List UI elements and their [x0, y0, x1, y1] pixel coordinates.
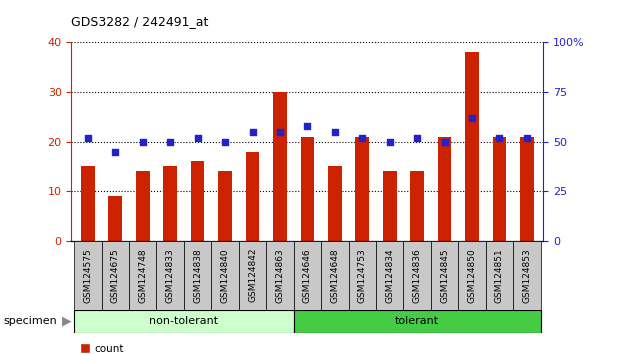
- Bar: [102, 241, 129, 310]
- Bar: [492, 137, 506, 241]
- Bar: [74, 241, 102, 310]
- Text: GSM124675: GSM124675: [111, 248, 120, 303]
- Bar: [239, 241, 266, 310]
- Point: [248, 129, 258, 135]
- Text: GSM124863: GSM124863: [276, 248, 284, 303]
- Bar: [266, 241, 294, 310]
- Text: specimen: specimen: [3, 316, 57, 326]
- Point: [275, 129, 285, 135]
- Bar: [486, 241, 513, 310]
- Text: GSM124853: GSM124853: [522, 248, 532, 303]
- Bar: [294, 241, 321, 310]
- Bar: [156, 241, 184, 310]
- Bar: [465, 52, 479, 241]
- Point: [83, 135, 93, 141]
- Text: ▶: ▶: [62, 315, 71, 328]
- Bar: [328, 166, 342, 241]
- Bar: [355, 137, 369, 241]
- Bar: [163, 166, 177, 241]
- Bar: [184, 241, 211, 310]
- Text: GSM124851: GSM124851: [495, 248, 504, 303]
- Bar: [348, 241, 376, 310]
- Bar: [383, 171, 397, 241]
- Bar: [438, 137, 451, 241]
- Text: GSM124646: GSM124646: [303, 248, 312, 303]
- Point: [467, 115, 477, 121]
- Text: GSM124840: GSM124840: [220, 248, 230, 303]
- Bar: [211, 241, 239, 310]
- Bar: [294, 310, 541, 333]
- Text: GSM124845: GSM124845: [440, 248, 449, 303]
- Point: [412, 135, 422, 141]
- Text: GSM124838: GSM124838: [193, 248, 202, 303]
- Bar: [129, 241, 156, 310]
- Point: [165, 139, 175, 144]
- Bar: [301, 137, 314, 241]
- Bar: [410, 171, 424, 241]
- Point: [138, 139, 148, 144]
- Text: GSM124833: GSM124833: [166, 248, 175, 303]
- Point: [494, 135, 504, 141]
- Legend: count, percentile rank within the sample: count, percentile rank within the sample: [76, 340, 274, 354]
- Bar: [376, 241, 404, 310]
- Bar: [431, 241, 458, 310]
- Point: [440, 139, 450, 144]
- Bar: [520, 137, 534, 241]
- Point: [302, 123, 312, 129]
- Text: GSM124575: GSM124575: [83, 248, 93, 303]
- Text: tolerant: tolerant: [395, 316, 439, 326]
- Bar: [458, 241, 486, 310]
- Bar: [404, 241, 431, 310]
- Point: [193, 135, 202, 141]
- Point: [330, 129, 340, 135]
- Bar: [513, 241, 541, 310]
- Point: [220, 139, 230, 144]
- Bar: [109, 196, 122, 241]
- Text: GSM124748: GSM124748: [138, 248, 147, 303]
- Text: non-tolerant: non-tolerant: [150, 316, 219, 326]
- Text: GDS3282 / 242491_at: GDS3282 / 242491_at: [71, 15, 209, 28]
- Point: [111, 149, 120, 154]
- Text: GSM124834: GSM124834: [385, 248, 394, 303]
- Text: GSM124836: GSM124836: [412, 248, 422, 303]
- Text: GSM124850: GSM124850: [468, 248, 476, 303]
- Point: [357, 135, 367, 141]
- Bar: [191, 161, 204, 241]
- Bar: [74, 310, 294, 333]
- Bar: [273, 92, 287, 241]
- Text: GSM124648: GSM124648: [330, 248, 339, 303]
- Text: GSM124753: GSM124753: [358, 248, 367, 303]
- Bar: [321, 241, 348, 310]
- Point: [522, 135, 532, 141]
- Bar: [136, 171, 150, 241]
- Bar: [81, 166, 95, 241]
- Bar: [246, 152, 260, 241]
- Text: GSM124842: GSM124842: [248, 248, 257, 302]
- Point: [385, 139, 395, 144]
- Bar: [218, 171, 232, 241]
